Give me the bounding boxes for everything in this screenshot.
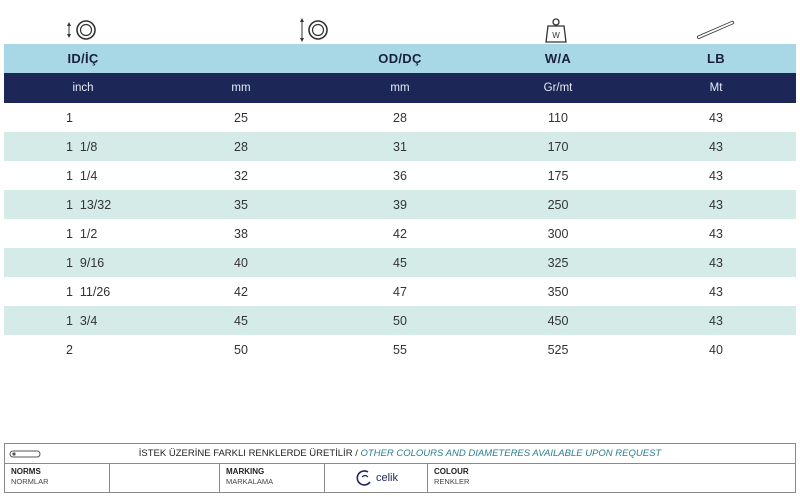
footer-note: İSTEK ÜZERİNE FARKLI RENKLERDE ÜRETİLİR …	[5, 448, 795, 459]
cell-id-mm: 35	[234, 197, 248, 212]
table-row: 2 50 55 525 40	[4, 335, 796, 364]
norms-cell: NORMS NORMLAR	[5, 464, 110, 492]
unit-inch: inch	[72, 82, 94, 94]
table-body: 1 25 28 110 43 1 1/8 28 31 170 43 1 1/4 32 36 175 43 1 …	[4, 103, 796, 364]
celik-logo-mark	[356, 470, 371, 486]
spec-table: ID/İÇ OD/DÇ W/A LB inch mm mm Gr/mt Mt 1…	[4, 44, 796, 364]
column-icons: W	[0, 14, 800, 44]
norms-label: NORMS	[11, 467, 41, 476]
footer-info-row: NORMS NORMLAR MARKING MARKALAMA celik CO…	[5, 464, 795, 492]
cell-length: 43	[709, 255, 723, 270]
norms-value-cell	[110, 464, 220, 492]
cell-od-mm: 31	[393, 139, 407, 154]
cell-length: 43	[709, 197, 723, 212]
table-row: 1 1/4 32 36 175 43	[4, 161, 796, 190]
cell-id-mm: 25	[234, 110, 248, 125]
cell-id-inch: 1 13/32	[66, 197, 112, 212]
outer-diameter-icon	[296, 14, 336, 44]
cell-id-mm: 40	[234, 255, 248, 270]
cell-id-inch: 1 3/4	[66, 313, 98, 328]
footer-panel: İSTEK ÜZERİNE FARKLI RENKLERDE ÜRETİLİR …	[4, 443, 796, 493]
cell-od-mm: 36	[393, 168, 407, 183]
table-row: 1 9/16 40 45 325 43	[4, 248, 796, 277]
logo-text: celik	[375, 472, 398, 484]
cell-id-inch: 1 1/2	[66, 226, 98, 241]
cell-od-mm: 55	[393, 342, 407, 357]
header-wa: W/A	[544, 51, 572, 66]
table-row: 1 13/32 35 39 250 43	[4, 190, 796, 219]
cell-od-mm: 42	[393, 226, 407, 241]
cell-weight: 325	[547, 255, 569, 270]
unit-weight: Gr/mt	[543, 82, 573, 94]
header-row: ID/İÇ OD/DÇ W/A LB	[4, 44, 796, 73]
cell-weight: 525	[547, 342, 569, 357]
footer-note-row: İSTEK ÜZERİNE FARKLI RENKLERDE ÜRETİLİR …	[5, 444, 795, 464]
cell-weight: 175	[547, 168, 569, 183]
cell-id-inch: 1 1/4	[66, 168, 98, 183]
note-turkish: İSTEK ÜZERİNE FARKLI RENKLERDE ÜRETİLİR …	[138, 448, 358, 459]
cell-od-mm: 47	[393, 284, 407, 299]
cell-id-inch: 2	[66, 342, 73, 357]
colour-label: COLOUR	[434, 467, 469, 476]
marking-logo-cell: celik	[325, 464, 428, 492]
cell-weight: 350	[547, 284, 569, 299]
header-od: OD/DÇ	[378, 51, 422, 66]
cell-length: 43	[709, 110, 723, 125]
svg-text:W: W	[552, 31, 560, 40]
cell-od-mm: 39	[393, 197, 407, 212]
cell-length: 43	[709, 139, 723, 154]
cell-weight: 300	[547, 226, 569, 241]
marking-label: MARKING	[226, 467, 265, 476]
unit-length: Mt	[709, 82, 723, 94]
colour-sublabel: RENKLER	[434, 477, 470, 486]
cell-length: 40	[709, 342, 723, 357]
cell-id-inch: 1	[66, 110, 73, 125]
table-row: 1 1/8 28 31 170 43	[4, 132, 796, 161]
weight-icon: W	[536, 14, 576, 44]
table-row: 1 11/26 42 47 350 43	[4, 277, 796, 306]
length-icon	[696, 14, 736, 44]
cell-id-inch: 1 1/8	[66, 139, 98, 154]
cell-weight: 450	[547, 313, 569, 328]
note-english: OTHER COLOURS AND DIAMETERES AVAILABLE U…	[357, 448, 662, 459]
cell-length: 43	[709, 226, 723, 241]
table-row: 1 1/2 38 42 300 43	[4, 219, 796, 248]
cell-weight: 170	[547, 139, 569, 154]
unit-id-mm: mm	[231, 82, 251, 94]
cell-weight: 110	[548, 110, 568, 125]
cell-weight: 250	[547, 197, 569, 212]
cell-id-mm: 28	[234, 139, 248, 154]
cell-length: 43	[709, 168, 723, 183]
cell-id-mm: 45	[234, 313, 248, 328]
cell-od-mm: 45	[393, 255, 407, 270]
cell-od-mm: 28	[393, 110, 407, 125]
inner-diameter-icon	[64, 14, 104, 44]
norms-sublabel: NORMLAR	[11, 477, 49, 486]
table-row: 1 25 28 110 43	[4, 103, 796, 132]
header-lb: LB	[707, 51, 725, 66]
marking-sublabel: MARKALAMA	[226, 477, 274, 486]
cell-length: 43	[709, 284, 723, 299]
cell-od-mm: 50	[393, 313, 407, 328]
cell-id-mm: 32	[234, 168, 248, 183]
colour-cell: COLOUR RENKLER	[428, 464, 795, 492]
unit-od-mm: mm	[390, 82, 410, 94]
header-id: ID/İÇ	[67, 51, 99, 66]
cell-id-mm: 38	[234, 226, 248, 241]
cell-length: 43	[709, 313, 723, 328]
table-row: 1 3/4 45 50 450 43	[4, 306, 796, 335]
cell-id-inch: 1 11/26	[66, 284, 111, 299]
unit-row: inch mm mm Gr/mt Mt	[4, 73, 796, 103]
cell-id-mm: 42	[234, 284, 248, 299]
celik-logo: celik	[354, 468, 398, 488]
cell-id-inch: 1 9/16	[66, 255, 105, 270]
marking-cell: MARKING MARKALAMA	[220, 464, 325, 492]
cell-id-mm: 50	[234, 342, 248, 357]
pin-icon	[9, 447, 43, 465]
